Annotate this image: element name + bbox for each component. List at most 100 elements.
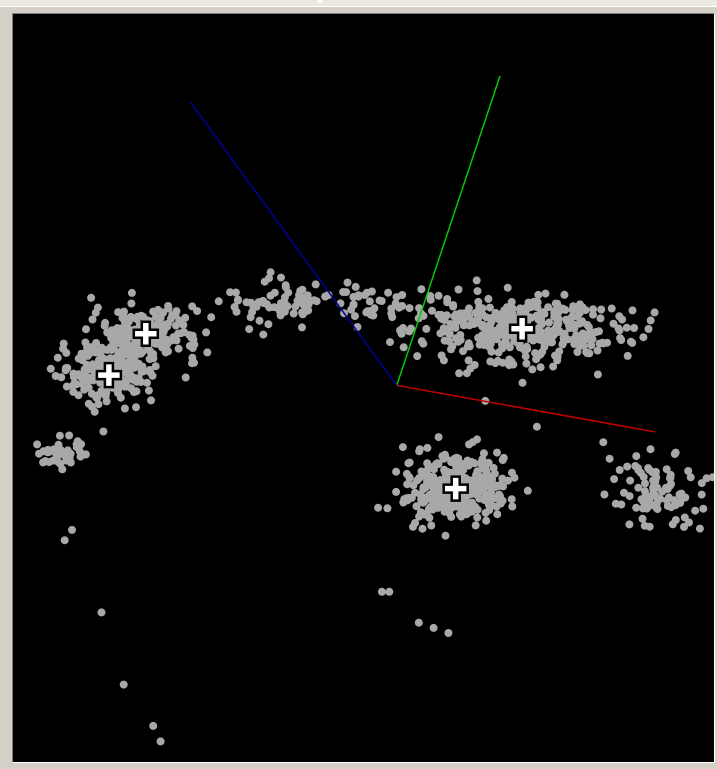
outlier-point xyxy=(676,490,684,498)
outlier-point xyxy=(435,292,443,300)
cluster-1-point xyxy=(177,329,185,337)
cluster-2-point xyxy=(99,428,107,436)
outlier-point xyxy=(698,491,706,499)
outlier-point xyxy=(398,291,406,299)
cluster-2-point xyxy=(77,350,85,358)
cluster-3-point xyxy=(624,352,632,360)
cluster-4-point xyxy=(463,510,471,518)
outlier-point xyxy=(74,437,82,445)
cluster-2-point xyxy=(91,408,99,416)
cluster-4-point xyxy=(488,495,496,503)
cluster-2-point xyxy=(52,372,60,380)
cluster-3-point xyxy=(554,320,562,328)
cluster-3-point xyxy=(504,284,512,292)
cluster-3-point xyxy=(531,349,539,357)
cluster-2-point xyxy=(70,370,78,378)
outlier-point xyxy=(256,317,264,325)
cluster-3-point xyxy=(519,379,527,387)
cluster-2-point xyxy=(69,382,77,390)
cluster-4-point xyxy=(447,513,455,521)
outlier-point xyxy=(617,501,625,509)
outlier-point xyxy=(696,525,704,533)
scattered-point xyxy=(385,588,393,596)
cluster-3-point xyxy=(448,321,456,329)
outlier-point xyxy=(417,285,425,293)
cluster-4-point xyxy=(409,523,417,531)
cluster-2-point xyxy=(133,378,141,386)
cluster-3-point xyxy=(552,300,560,308)
outlier-point xyxy=(637,469,645,477)
cluster-1-point xyxy=(134,313,142,321)
cluster-3-point xyxy=(419,340,427,348)
cluster-4-point xyxy=(482,517,490,525)
cluster-3-point xyxy=(585,323,593,331)
outlier-point xyxy=(248,308,256,316)
outlier-point xyxy=(367,311,375,319)
outlier-point xyxy=(384,289,392,297)
scatter-plot-canvas[interactable] xyxy=(13,14,714,762)
cluster-4-point xyxy=(475,495,483,503)
outlier-point xyxy=(396,326,404,334)
outlier-point xyxy=(378,297,386,305)
scattered-point xyxy=(533,423,541,431)
outlier-point xyxy=(259,331,267,339)
outlier-point xyxy=(667,480,675,488)
cluster-4-point xyxy=(508,503,516,511)
outlier-point xyxy=(641,487,649,495)
cluster-3-point xyxy=(541,333,549,341)
cluster-1-point xyxy=(173,336,181,344)
outlier-point xyxy=(321,293,329,301)
cluster-4-point xyxy=(415,474,423,482)
cluster-3-point xyxy=(559,305,567,313)
cluster-4-point xyxy=(419,499,427,507)
outlier-point xyxy=(300,301,308,309)
cluster-3-point xyxy=(456,331,464,339)
outlier-point xyxy=(656,495,664,503)
outlier-point xyxy=(386,338,394,346)
cluster-2-point xyxy=(132,403,140,411)
cluster-4-point xyxy=(425,505,433,513)
outlier-point xyxy=(616,466,624,474)
outlier-point xyxy=(623,463,631,471)
cluster-3-point xyxy=(563,317,571,325)
outlier-point xyxy=(626,477,634,485)
outlier-point xyxy=(649,476,657,484)
scattered-point xyxy=(599,438,607,446)
cluster-1-point xyxy=(175,345,183,353)
scattered-point xyxy=(444,629,452,637)
3d-scatter-viewport[interactable] xyxy=(12,13,715,763)
cluster-3-point xyxy=(582,306,590,314)
cluster-3-point xyxy=(553,356,561,364)
cluster-4-point xyxy=(432,486,440,494)
cluster-4-point xyxy=(450,455,458,463)
cluster-1-point xyxy=(207,313,215,321)
cluster-3-point xyxy=(645,325,653,333)
outlier-point xyxy=(639,497,647,505)
cluster-4-point xyxy=(491,483,499,491)
outlier-point xyxy=(600,491,608,499)
outlier-point xyxy=(632,452,640,460)
cluster-3-point xyxy=(610,320,618,328)
scattered-point xyxy=(157,737,165,745)
cluster-3-point xyxy=(585,349,593,357)
cluster-3-point xyxy=(576,342,584,350)
cluster-4-point xyxy=(403,496,411,504)
cluster-4-point xyxy=(483,481,491,489)
cluster-4-point xyxy=(423,478,431,486)
cluster-3-point xyxy=(491,359,499,367)
outlier-point xyxy=(620,489,628,497)
cluster-3-point xyxy=(473,276,481,284)
cluster-3-point xyxy=(463,369,471,377)
cluster-3-point xyxy=(575,320,583,328)
cluster-3-point xyxy=(584,330,592,338)
cluster-4-point xyxy=(392,488,400,496)
outlier-point xyxy=(645,466,653,474)
cluster-1-point xyxy=(190,359,198,367)
cluster-3-point xyxy=(560,291,568,299)
scattered-point xyxy=(430,624,438,632)
cluster-3-point xyxy=(460,314,468,322)
cluster-1-point xyxy=(94,304,102,312)
cluster-4-point xyxy=(504,477,512,485)
outlier-point xyxy=(350,301,358,309)
scattered-point xyxy=(703,474,711,482)
